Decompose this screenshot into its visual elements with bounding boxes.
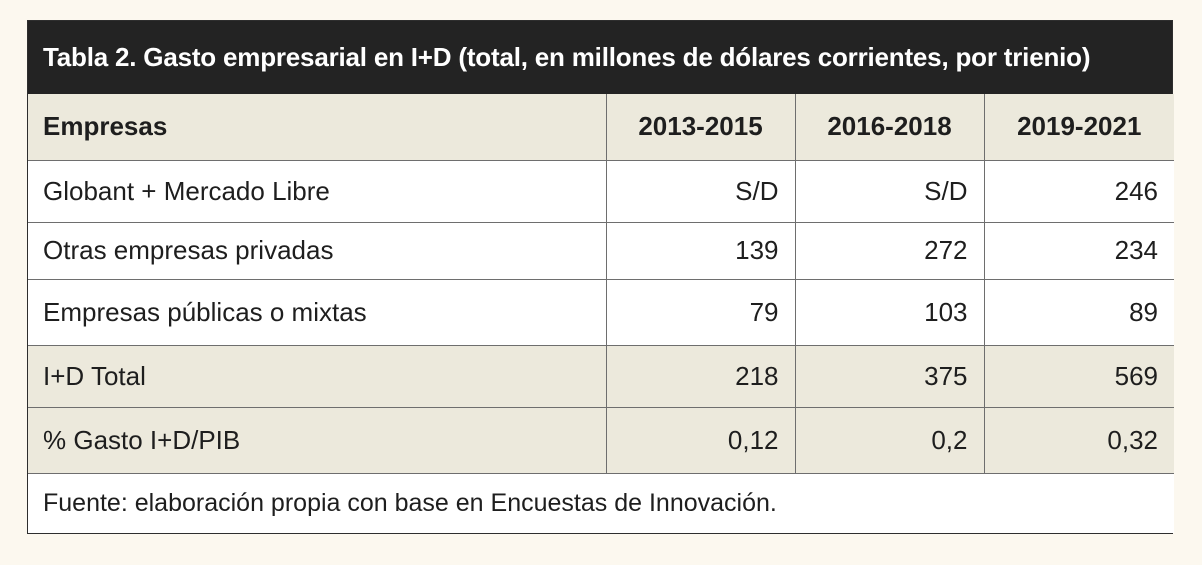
cell-value: 234 (983, 221, 1174, 280)
source-note: Fuente: elaboración propia con base en E… (28, 472, 1174, 533)
column-header-empresas: Empresas (28, 94, 607, 161)
data-table-container: Tabla 2. Gasto empresarial en I+D (total… (27, 20, 1174, 534)
table-row: Empresas públicas o mixtas 79 103 89 (28, 278, 1174, 346)
data-table: Empresas 2013-2015 2016-2018 2019-2021 G… (28, 94, 1174, 533)
table-row-total: I+D Total 218 375 569 (28, 344, 1174, 408)
cell-value: 0,12 (605, 406, 796, 474)
table-row: Globant + Mercado Libre S/D S/D 246 (28, 159, 1174, 223)
cell-value: S/D (605, 159, 796, 223)
row-label: % Gasto I+D/PIB (28, 406, 607, 474)
cell-value: 0,32 (983, 406, 1174, 474)
source-row: Fuente: elaboración propia con base en E… (28, 472, 1174, 533)
table-row: Otras empresas privadas 139 272 234 (28, 221, 1174, 280)
cell-value: 246 (983, 159, 1174, 223)
cell-value: 375 (794, 344, 985, 408)
column-header-2013-2015: 2013-2015 (605, 94, 796, 161)
cell-value: S/D (794, 159, 985, 223)
table-title: Tabla 2. Gasto empresarial en I+D (total… (28, 21, 1172, 94)
table-header-row: Empresas 2013-2015 2016-2018 2019-2021 (28, 94, 1174, 161)
cell-value: 0,2 (794, 406, 985, 474)
cell-value: 139 (605, 221, 796, 280)
row-label: Empresas públicas o mixtas (28, 278, 607, 346)
cell-value: 272 (794, 221, 985, 280)
column-header-2019-2021: 2019-2021 (983, 94, 1174, 161)
cell-value: 79 (605, 278, 796, 346)
cell-value: 569 (983, 344, 1174, 408)
cell-value: 218 (605, 344, 796, 408)
table-row-gdp-share: % Gasto I+D/PIB 0,12 0,2 0,32 (28, 406, 1174, 474)
row-label: Globant + Mercado Libre (28, 159, 607, 223)
row-label: Otras empresas privadas (28, 221, 607, 280)
row-label: I+D Total (28, 344, 607, 408)
cell-value: 89 (983, 278, 1174, 346)
column-header-2016-2018: 2016-2018 (794, 94, 985, 161)
cell-value: 103 (794, 278, 985, 346)
